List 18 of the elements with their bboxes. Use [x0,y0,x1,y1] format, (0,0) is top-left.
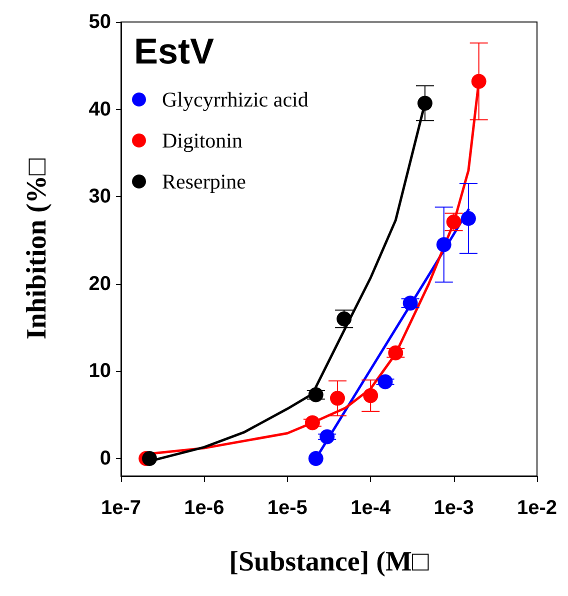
legend-label: Glycyrrhizic acid [162,88,309,112]
x-tick-label: 1e-5 [267,497,308,519]
x-tick-label: 1e-6 [184,497,224,519]
y-tick-label: 40 [88,98,111,120]
y-tick-label: 0 [100,448,111,470]
x-tick-label: 1e-4 [350,497,392,519]
chart-title: EstV [134,30,214,72]
y-axis-title: Inhibition (%□ [22,158,52,340]
x-tick-label: 1e-3 [434,497,474,519]
legend-label: Digitonin [162,128,244,152]
y-tick-label: 10 [88,360,111,382]
y-tick-label: 50 [88,11,111,33]
y-tick-label: 20 [88,272,111,295]
x-tick-label: 1e-7 [100,497,142,519]
x-tick-label: 1e-2 [516,497,558,519]
legend-label: Reserpine [162,170,246,194]
y-tick-label: 30 [88,186,111,208]
x-axis-title: [Substance] (M□ [229,546,429,578]
